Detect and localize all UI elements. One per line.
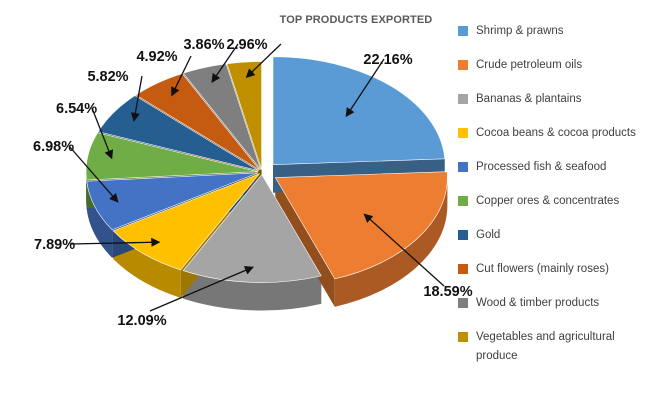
data-label-3: 7.89% (34, 237, 75, 253)
legend-label: Gold (476, 229, 501, 241)
legend-label: Cocoa beans & cocoa products (476, 127, 636, 139)
legend-swatch (458, 332, 468, 342)
leader-line-8 (211, 43, 239, 83)
data-labels: 22.16% 18.59% 12.09% 7.89% 6.98% 6.54% 5.82% 4.… (33, 37, 473, 329)
legend-label: Bananas & plantains (476, 93, 582, 105)
legend-label: Shrimp & prawns (476, 25, 564, 37)
data-label-2: 12.09% (117, 313, 166, 329)
data-label-6: 5.82% (87, 69, 128, 85)
legend-swatch (458, 162, 468, 172)
pie-slice-5 (85, 132, 259, 181)
legend-label: Wood & timber products (476, 297, 600, 309)
legend-label: Cut flowers (mainly roses) (476, 263, 609, 275)
legend-label: Copper ores & concentrates (476, 195, 620, 207)
pie-slice-1 (274, 171, 448, 280)
leader-line-9 (245, 43, 282, 78)
legend-swatch (458, 298, 468, 308)
leader-line-0 (345, 58, 385, 118)
leader-line-7 (171, 55, 192, 97)
pie-slice-4 (86, 172, 259, 231)
leader-line-5 (91, 107, 114, 160)
legend-swatch (458, 94, 468, 104)
legend-label: Processed fish & seafood (476, 161, 607, 173)
legend-swatch (458, 26, 468, 36)
pie-slice-9 (226, 61, 262, 170)
legend-label: Vegetables and agricultural produce (476, 331, 615, 362)
pie-slice-3 (112, 173, 261, 271)
legend-swatch (458, 264, 468, 274)
legend-swatch (458, 128, 468, 138)
data-label-4: 6.98% (33, 139, 74, 155)
legend-swatch (458, 196, 468, 206)
leader-line-4 (68, 145, 119, 203)
legend-label: Crude petroleum oils (476, 59, 583, 71)
data-label-1: 18.59% (423, 284, 472, 300)
data-label-5: 6.54% (56, 101, 97, 117)
pie-slice-2 (182, 173, 322, 283)
legend-swatch (458, 230, 468, 240)
slice-rim-1 (334, 177, 448, 307)
pie-slice-0 (272, 56, 446, 166)
slice-rim-2 (183, 270, 322, 311)
legend-swatch (458, 60, 468, 70)
data-label-9: 2.96% (226, 37, 267, 53)
leader-line-3 (69, 237, 161, 247)
slice-rim-5 (86, 171, 87, 209)
leader-line-2 (149, 266, 254, 312)
data-label-7: 4.92% (136, 49, 177, 65)
leader-line-1 (363, 213, 445, 287)
leader-line-6 (130, 75, 143, 122)
data-label-8: 3.86% (183, 37, 224, 53)
data-label-0: 22.16% (363, 52, 412, 68)
chart-title: TOP PRODUCTS EXPORTED (279, 14, 433, 26)
slice-rim-4 (86, 181, 113, 258)
